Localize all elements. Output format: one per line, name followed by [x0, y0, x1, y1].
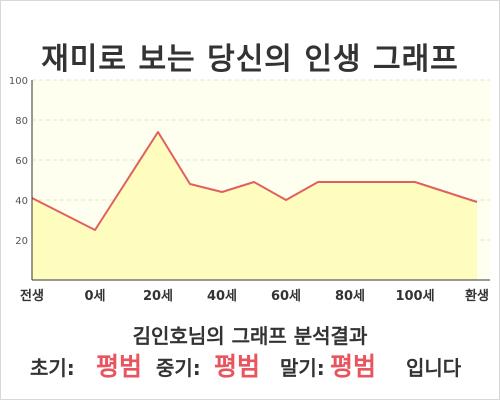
y-tick-label: 80: [15, 116, 28, 127]
phase-summary: 초기: 평범 중기: 평범 말기: 평범 입니다: [0, 346, 500, 382]
late-label: 말기:: [280, 356, 325, 380]
early-label: 초기:: [30, 356, 75, 380]
x-tick-label: 60세: [271, 289, 301, 304]
result-heading: 김인호님의 그래프 분석결과: [132, 324, 368, 348]
y-tick-label: 20: [15, 236, 28, 247]
page-title: 재미로 보는 당신의 인생 그래프: [41, 42, 459, 77]
early-value: 평범: [96, 352, 143, 381]
result-tail: 입니다: [406, 356, 462, 380]
late-value: 평범: [330, 352, 377, 381]
middle-value: 평범: [214, 352, 261, 381]
x-tick-label: 전생: [20, 288, 44, 304]
x-tick-label: 0세: [84, 289, 105, 304]
life-graph-chart: 20 40 60 80 100 전생 0세 20세 40세 60세 80세 100세 환생: [9, 76, 490, 304]
y-tick-label: 100: [9, 76, 28, 87]
x-tick-label: 80세: [335, 289, 365, 304]
y-tick-label: 60: [15, 156, 28, 167]
middle-label: 중기:: [156, 356, 201, 380]
y-tick-label: 40: [15, 196, 28, 207]
x-tick-label: 20세: [143, 289, 173, 304]
series-line: [31, 131, 478, 231]
series-area: [32, 132, 477, 280]
x-tick-label: 100세: [395, 289, 434, 304]
x-tick-label: 40세: [207, 289, 237, 304]
x-tick-label: 환생: [465, 288, 489, 304]
